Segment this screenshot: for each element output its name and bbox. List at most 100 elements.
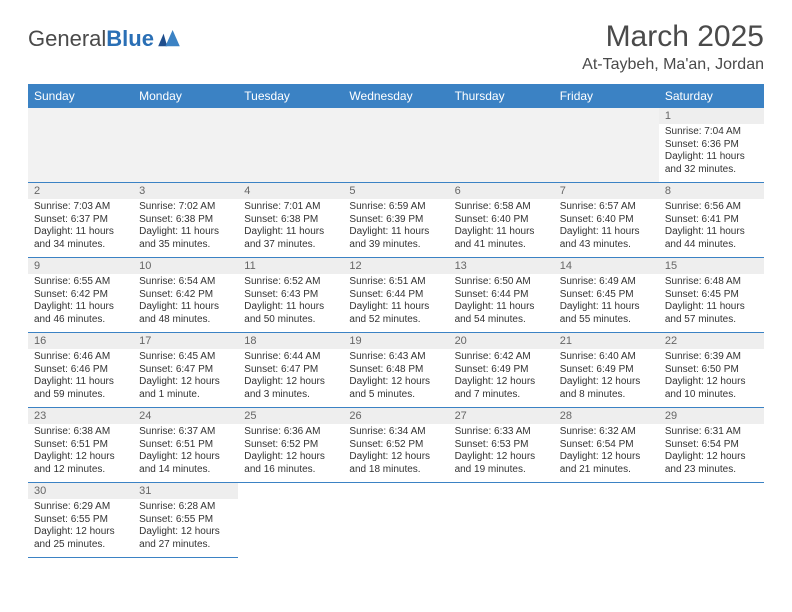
sunset-text: Sunset: 6:41 PM bbox=[665, 214, 758, 227]
day-number: 15 bbox=[659, 258, 764, 274]
sunset-text: Sunset: 6:51 PM bbox=[34, 439, 127, 452]
day-cell: 21Sunrise: 6:40 AMSunset: 6:49 PMDayligh… bbox=[554, 333, 659, 408]
sunrise-text: Sunrise: 6:57 AM bbox=[560, 201, 653, 214]
day-cell: 24Sunrise: 6:37 AMSunset: 6:51 PMDayligh… bbox=[133, 408, 238, 483]
day-cell: 11Sunrise: 6:52 AMSunset: 6:43 PMDayligh… bbox=[238, 258, 343, 333]
day-number: 6 bbox=[449, 183, 554, 199]
day-number: 17 bbox=[133, 333, 238, 349]
week-row: 9Sunrise: 6:55 AMSunset: 6:42 PMDaylight… bbox=[28, 258, 764, 333]
sunset-text: Sunset: 6:52 PM bbox=[244, 439, 337, 452]
day-cell: 19Sunrise: 6:43 AMSunset: 6:48 PMDayligh… bbox=[343, 333, 448, 408]
day-cell bbox=[659, 483, 764, 558]
dayname-thu: Thursday bbox=[449, 84, 554, 108]
daylight-text: Daylight: 12 hours and 1 minute. bbox=[139, 376, 232, 401]
day-number: 3 bbox=[133, 183, 238, 199]
sunset-text: Sunset: 6:54 PM bbox=[665, 439, 758, 452]
day-cell bbox=[28, 108, 133, 183]
day-number: 26 bbox=[343, 408, 448, 424]
daylight-text: Daylight: 12 hours and 8 minutes. bbox=[560, 376, 653, 401]
week-row: 23Sunrise: 6:38 AMSunset: 6:51 PMDayligh… bbox=[28, 408, 764, 483]
sunrise-text: Sunrise: 6:46 AM bbox=[34, 351, 127, 364]
dayname-tue: Tuesday bbox=[238, 84, 343, 108]
day-cell bbox=[449, 108, 554, 183]
sunrise-text: Sunrise: 6:55 AM bbox=[34, 276, 127, 289]
daylight-text: Daylight: 11 hours and 54 minutes. bbox=[455, 301, 548, 326]
sunset-text: Sunset: 6:43 PM bbox=[244, 289, 337, 302]
sunset-text: Sunset: 6:45 PM bbox=[665, 289, 758, 302]
day-cell: 27Sunrise: 6:33 AMSunset: 6:53 PMDayligh… bbox=[449, 408, 554, 483]
sunrise-text: Sunrise: 6:51 AM bbox=[349, 276, 442, 289]
sunrise-text: Sunrise: 6:59 AM bbox=[349, 201, 442, 214]
sunrise-text: Sunrise: 6:52 AM bbox=[244, 276, 337, 289]
day-cell: 3Sunrise: 7:02 AMSunset: 6:38 PMDaylight… bbox=[133, 183, 238, 258]
daylight-text: Daylight: 12 hours and 27 minutes. bbox=[139, 526, 232, 551]
daylight-text: Daylight: 12 hours and 5 minutes. bbox=[349, 376, 442, 401]
week-row: 16Sunrise: 6:46 AMSunset: 6:46 PMDayligh… bbox=[28, 333, 764, 408]
daylight-text: Daylight: 11 hours and 39 minutes. bbox=[349, 226, 442, 251]
day-number: 31 bbox=[133, 483, 238, 499]
day-cell: 4Sunrise: 7:01 AMSunset: 6:38 PMDaylight… bbox=[238, 183, 343, 258]
logo-left: General bbox=[28, 26, 106, 51]
day-number: 2 bbox=[28, 183, 133, 199]
sunset-text: Sunset: 6:40 PM bbox=[455, 214, 548, 227]
title-block: March 2025 At-Taybeh, Ma'an, Jordan bbox=[582, 20, 764, 74]
daylight-text: Daylight: 11 hours and 46 minutes. bbox=[34, 301, 127, 326]
sunrise-text: Sunrise: 7:02 AM bbox=[139, 201, 232, 214]
daylight-text: Daylight: 11 hours and 55 minutes. bbox=[560, 301, 653, 326]
sunset-text: Sunset: 6:45 PM bbox=[560, 289, 653, 302]
daylight-text: Daylight: 12 hours and 10 minutes. bbox=[665, 376, 758, 401]
sunrise-text: Sunrise: 6:49 AM bbox=[560, 276, 653, 289]
day-number: 1 bbox=[659, 108, 764, 124]
sunset-text: Sunset: 6:55 PM bbox=[139, 514, 232, 527]
daylight-text: Daylight: 11 hours and 37 minutes. bbox=[244, 226, 337, 251]
sunrise-text: Sunrise: 6:38 AM bbox=[34, 426, 127, 439]
dayname-row: Sunday Monday Tuesday Wednesday Thursday… bbox=[28, 84, 764, 108]
day-number: 29 bbox=[659, 408, 764, 424]
daylight-text: Daylight: 11 hours and 43 minutes. bbox=[560, 226, 653, 251]
sunrise-text: Sunrise: 6:43 AM bbox=[349, 351, 442, 364]
day-cell bbox=[238, 483, 343, 558]
sunrise-text: Sunrise: 6:37 AM bbox=[139, 426, 232, 439]
dayname-mon: Monday bbox=[133, 84, 238, 108]
day-cell: 17Sunrise: 6:45 AMSunset: 6:47 PMDayligh… bbox=[133, 333, 238, 408]
day-number: 20 bbox=[449, 333, 554, 349]
sunset-text: Sunset: 6:46 PM bbox=[34, 364, 127, 377]
sunset-text: Sunset: 6:38 PM bbox=[244, 214, 337, 227]
day-number: 22 bbox=[659, 333, 764, 349]
logo: GeneralBlue bbox=[28, 26, 180, 52]
sunrise-text: Sunrise: 6:54 AM bbox=[139, 276, 232, 289]
sunrise-text: Sunrise: 6:32 AM bbox=[560, 426, 653, 439]
daylight-text: Daylight: 11 hours and 57 minutes. bbox=[665, 301, 758, 326]
day-cell: 22Sunrise: 6:39 AMSunset: 6:50 PMDayligh… bbox=[659, 333, 764, 408]
daylight-text: Daylight: 12 hours and 3 minutes. bbox=[244, 376, 337, 401]
daylight-text: Daylight: 11 hours and 48 minutes. bbox=[139, 301, 232, 326]
daylight-text: Daylight: 12 hours and 21 minutes. bbox=[560, 451, 653, 476]
day-cell bbox=[343, 108, 448, 183]
sunset-text: Sunset: 6:42 PM bbox=[34, 289, 127, 302]
sunset-text: Sunset: 6:42 PM bbox=[139, 289, 232, 302]
day-cell: 30Sunrise: 6:29 AMSunset: 6:55 PMDayligh… bbox=[28, 483, 133, 558]
day-number: 5 bbox=[343, 183, 448, 199]
sunset-text: Sunset: 6:39 PM bbox=[349, 214, 442, 227]
day-cell bbox=[554, 108, 659, 183]
day-cell bbox=[343, 483, 448, 558]
sunset-text: Sunset: 6:48 PM bbox=[349, 364, 442, 377]
sunrise-text: Sunrise: 6:48 AM bbox=[665, 276, 758, 289]
day-cell bbox=[238, 108, 343, 183]
location: At-Taybeh, Ma'an, Jordan bbox=[582, 56, 764, 74]
logo-flag-icon bbox=[158, 30, 180, 48]
sunset-text: Sunset: 6:55 PM bbox=[34, 514, 127, 527]
daylight-text: Daylight: 12 hours and 25 minutes. bbox=[34, 526, 127, 551]
day-cell bbox=[554, 483, 659, 558]
day-number: 14 bbox=[554, 258, 659, 274]
header: GeneralBlue March 2025 At-Taybeh, Ma'an,… bbox=[28, 20, 764, 74]
calendar-table: Sunday Monday Tuesday Wednesday Thursday… bbox=[28, 84, 764, 558]
day-number: 8 bbox=[659, 183, 764, 199]
daylight-text: Daylight: 11 hours and 44 minutes. bbox=[665, 226, 758, 251]
daylight-text: Daylight: 12 hours and 12 minutes. bbox=[34, 451, 127, 476]
sunset-text: Sunset: 6:37 PM bbox=[34, 214, 127, 227]
day-number: 9 bbox=[28, 258, 133, 274]
day-number: 25 bbox=[238, 408, 343, 424]
day-number: 28 bbox=[554, 408, 659, 424]
daylight-text: Daylight: 12 hours and 14 minutes. bbox=[139, 451, 232, 476]
